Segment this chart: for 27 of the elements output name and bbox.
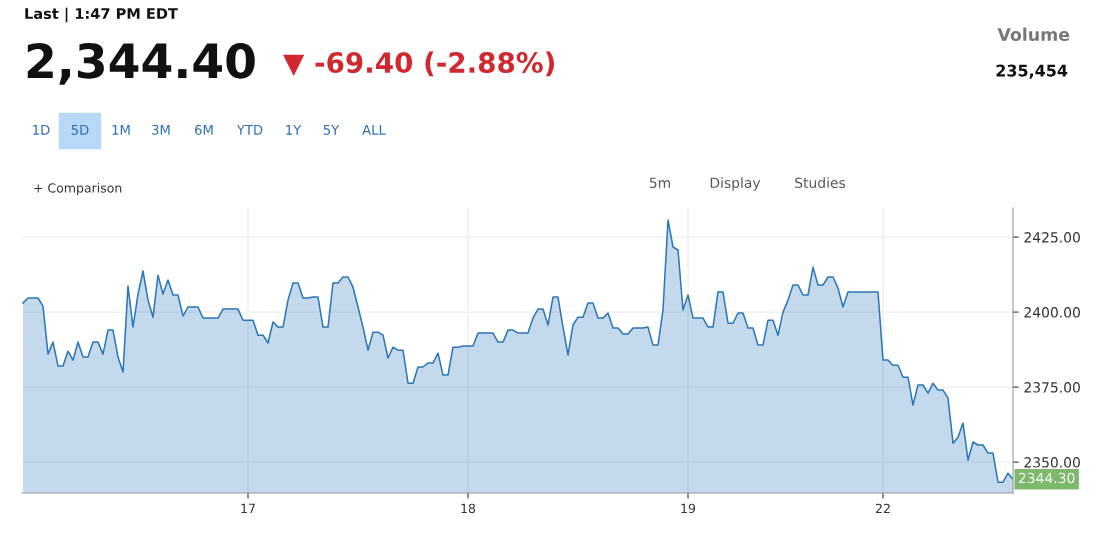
y-tick-label: 2425.00 (1024, 232, 1080, 243)
text: ALL (362, 125, 386, 135)
text: 5m (649, 177, 670, 189)
text: 1Y (286, 125, 302, 135)
text: + Comparison (34, 182, 122, 196)
text: 5Y (323, 125, 340, 135)
text: Studies (795, 177, 846, 189)
x-tick-label: 22 (875, 503, 890, 513)
text: Display (710, 177, 761, 191)
text: 5D (71, 125, 89, 135)
chart-title: 2,344.40 (27, 42, 255, 85)
x-tick-label: 17 (241, 503, 255, 513)
x-tick-label: 18 (461, 503, 476, 514)
x-tick-label: 19 (681, 503, 696, 514)
y-tick-label: 2400.00 (1024, 307, 1080, 318)
text: 1M (112, 125, 130, 135)
text: Volume (997, 27, 1070, 42)
chart-subtitle: ▼ -69.40 (-2.88%) (283, 51, 554, 77)
text: 3M (152, 124, 170, 135)
y-tick-label: 2350.00 (1024, 457, 1080, 468)
text: Last | 1:47 PM EDT (25, 7, 178, 23)
text: 235,454 (996, 64, 1068, 79)
text: 1D (33, 125, 50, 135)
text: 2344.30 (1018, 472, 1075, 484)
text: 6M (195, 124, 213, 135)
text: YTD (236, 125, 263, 135)
y-tick-label: 2375.00 (1024, 382, 1080, 393)
